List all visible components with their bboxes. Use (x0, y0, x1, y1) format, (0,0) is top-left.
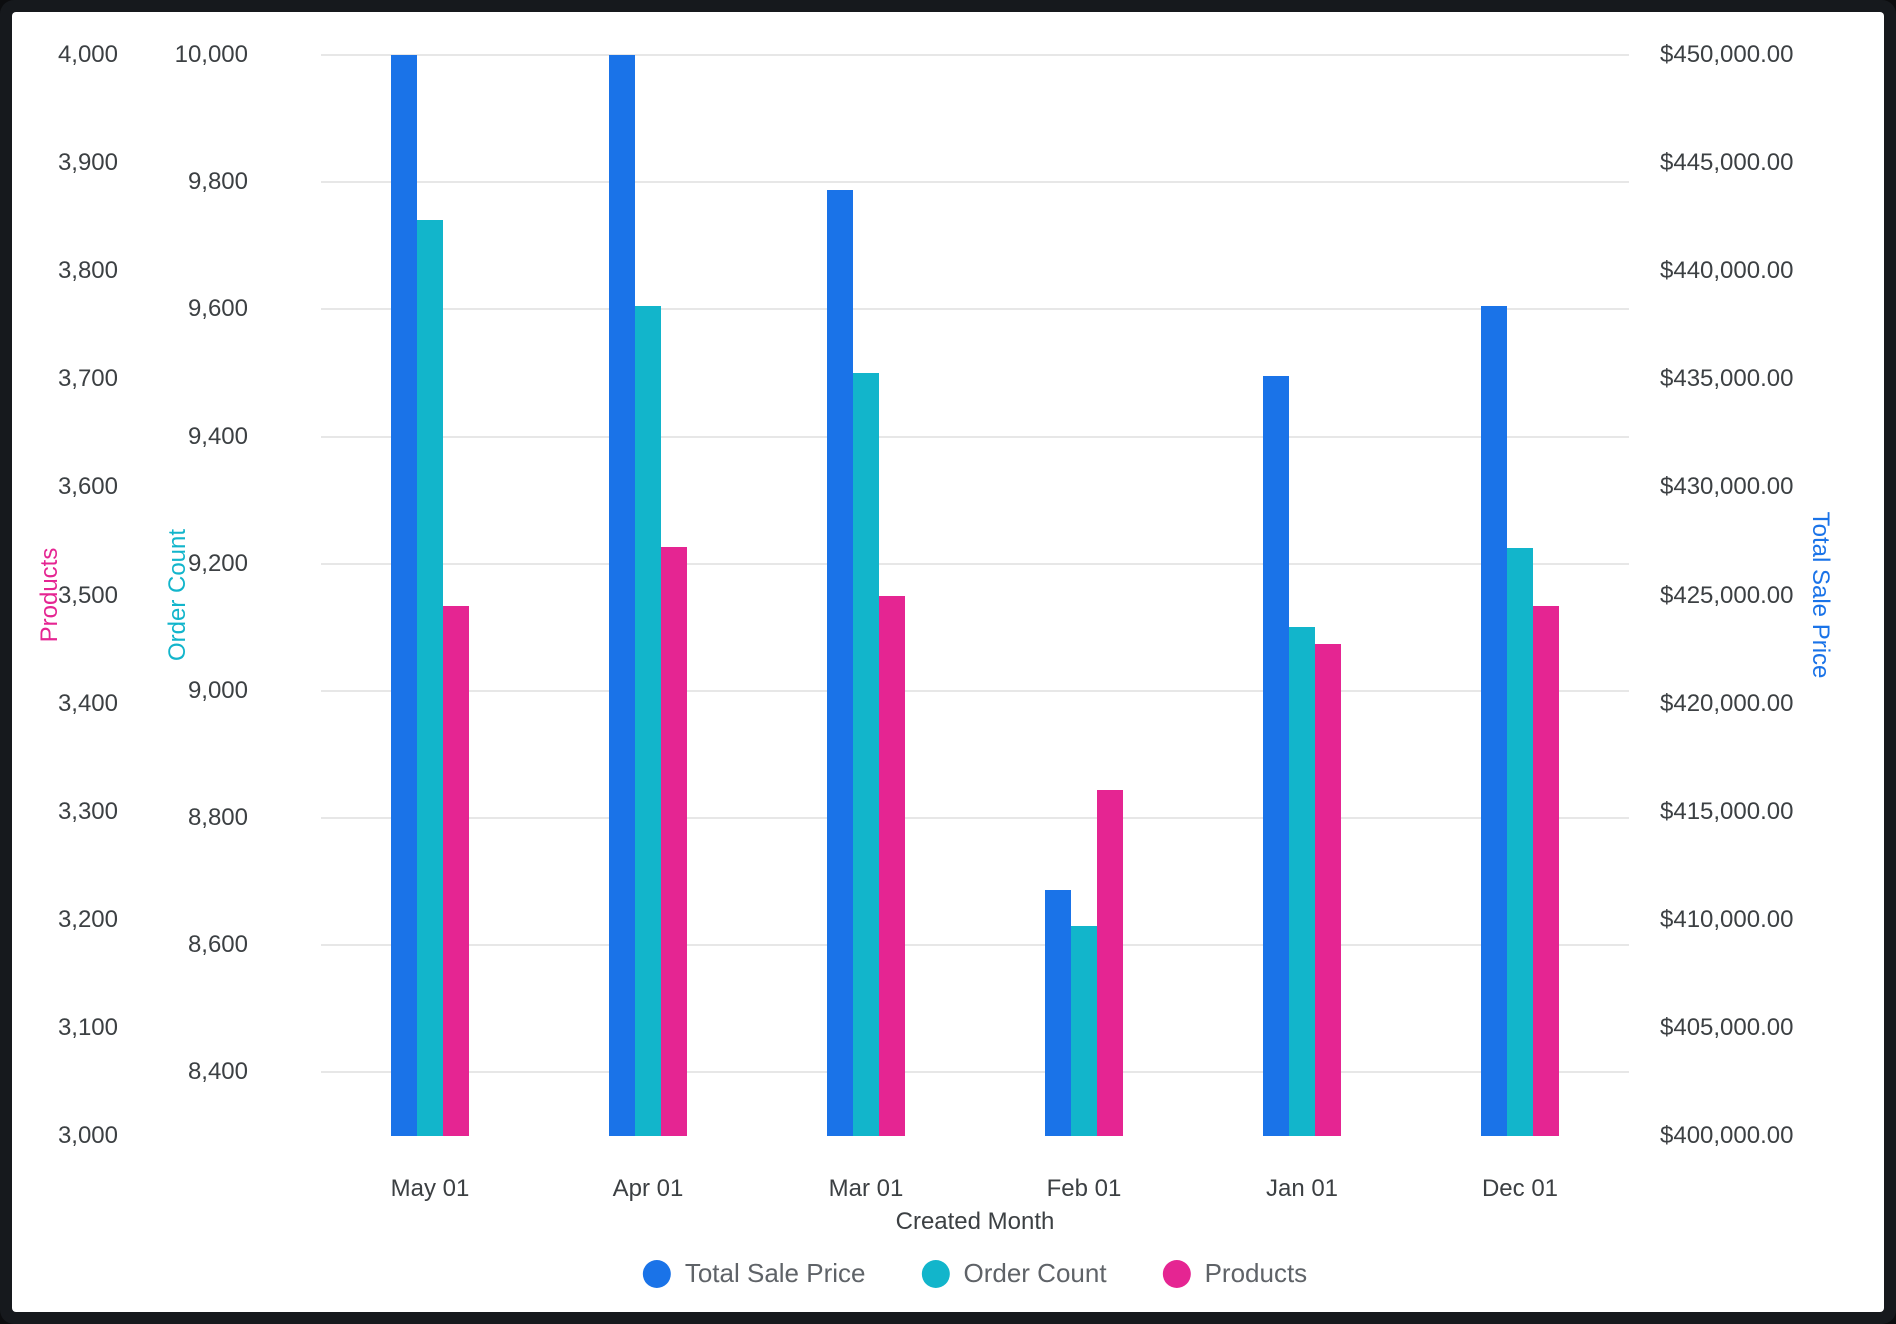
gridline (321, 817, 1629, 820)
bar-order-count-may-01[interactable] (416, 220, 444, 1136)
bar-total-sale-price-mar-01[interactable] (826, 190, 853, 1136)
gridline (321, 308, 1629, 311)
x-axis-label: Mar 01 (828, 1175, 904, 1202)
bar-order-count-mar-01[interactable] (852, 372, 880, 1136)
bar-total-sale-price-jan-01[interactable] (1262, 376, 1289, 1136)
axis-tick-label: 3,500 (57, 581, 118, 609)
axis-tick-label: 3,900 (57, 149, 118, 177)
axis-tick-label: 3,100 (57, 1013, 118, 1041)
axis-tick-label: $435,000.00 (1660, 365, 1794, 393)
axis-tick-label: 9,000 (187, 676, 248, 704)
axis-tick-label: 9,200 (187, 549, 248, 577)
axis-tick-label: $425,000.00 (1660, 581, 1794, 609)
legend-label: Total Sale Price (684, 1258, 866, 1288)
x-axis-label: Apr 01 (612, 1175, 684, 1202)
axis-tick-label: 3,000 (57, 1122, 118, 1149)
bar-products-mar-01[interactable] (879, 595, 906, 1136)
legend-item-products[interactable]: Products (1162, 1258, 1308, 1289)
axis-tick-label: 4,000 (57, 41, 118, 68)
bar-total-sale-price-may-01[interactable] (390, 55, 417, 1136)
chart-panel: Products Order Count Total Sale Price 4,… (12, 12, 1884, 1312)
bar-order-count-dec-01[interactable] (1506, 547, 1534, 1136)
axis-tick-label: 3,700 (57, 365, 118, 393)
legend-item-order-count[interactable]: Order Count (921, 1258, 1107, 1289)
gridline (321, 689, 1629, 692)
axis-tick-label: $400,000.00 (1660, 1122, 1794, 1149)
axis-tick-label: 3,600 (57, 473, 118, 501)
bar-group-may-01 (321, 55, 539, 1136)
legend-label: Order Count (963, 1258, 1107, 1288)
legend-label: Products (1204, 1258, 1308, 1288)
gridline (321, 944, 1629, 947)
axis-tick-label: 3,800 (57, 257, 118, 285)
bar-group-feb-01 (975, 55, 1193, 1136)
axis-tick-label: $410,000.00 (1660, 905, 1794, 933)
axis-tick-label: $420,000.00 (1660, 689, 1794, 717)
axis-tick-label: 3,200 (57, 905, 118, 933)
bar-group-jan-01 (1193, 55, 1411, 1136)
bar-products-apr-01[interactable] (661, 546, 688, 1136)
gridline (321, 562, 1629, 565)
bar-products-feb-01[interactable] (1097, 790, 1124, 1136)
axis-tick-label: 9,400 (187, 422, 248, 450)
axis-tick-label: $450,000.00 (1660, 41, 1794, 68)
legend: Total Sale Price Order Count Products (642, 1258, 1308, 1289)
axis-tick-label: $430,000.00 (1660, 473, 1794, 501)
axis-tick-label: $440,000.00 (1660, 257, 1794, 285)
axis-tick-label: $445,000.00 (1660, 149, 1794, 177)
axis-tick-label: 3,300 (57, 797, 118, 825)
y-axis-ticks-products: 4,000 3,900 3,800 3,700 3,600 3,500 3,400 3,300… (12, 43, 118, 1148)
axis-tick-label: 9,600 (187, 295, 248, 323)
axis-tick-label: 8,400 (187, 1058, 248, 1086)
bar-group-dec-01 (1411, 55, 1629, 1136)
x-axis-label: Feb 01 (1046, 1175, 1122, 1202)
bar-products-may-01[interactable] (443, 606, 470, 1136)
bar-order-count-feb-01[interactable] (1070, 926, 1098, 1136)
x-axis-title: Created Month (895, 1208, 1055, 1235)
bar-order-count-apr-01[interactable] (634, 306, 662, 1136)
legend-item-total-sale-price[interactable]: Total Sale Price (642, 1258, 866, 1289)
bar-products-jan-01[interactable] (1315, 644, 1342, 1136)
x-axis-label: Dec 01 (1481, 1175, 1559, 1202)
x-axis-label: May 01 (390, 1175, 470, 1202)
bar-group-mar-01 (757, 55, 975, 1136)
bar-total-sale-price-apr-01[interactable] (608, 55, 635, 1136)
gridline (321, 1071, 1629, 1074)
y-axis-ticks-order-count: 10,000 9,800 9,600 9,400 9,200 9,000 8,800 8,60… (12, 43, 248, 1136)
axis-tick-label: 9,800 (187, 168, 248, 196)
bar-total-sale-price-dec-01[interactable] (1480, 305, 1507, 1136)
bar-products-dec-01[interactable] (1533, 606, 1560, 1136)
gridline (321, 54, 1629, 56)
legend-dot (642, 1259, 671, 1288)
bar-group-apr-01 (539, 55, 757, 1136)
axis-tick-label: 8,600 (187, 931, 248, 959)
axis-tick-label: 3,400 (57, 689, 118, 717)
bar-order-count-jan-01[interactable] (1288, 627, 1316, 1136)
x-axis-label: Jan 01 (1265, 1175, 1339, 1202)
plot-area (321, 54, 1629, 1136)
y-axis-ticks-total-sale-price: $450,000.00 $445,000.00 $440,000.00 $435,00… (1660, 43, 1870, 1148)
axis-tick-label: $415,000.00 (1660, 797, 1794, 825)
bar-total-sale-price-feb-01[interactable] (1044, 889, 1071, 1136)
gridline (321, 435, 1629, 438)
legend-dot (921, 1259, 950, 1288)
axis-tick-label: 10,000 (174, 41, 248, 68)
axis-tick-label: $405,000.00 (1660, 1013, 1794, 1041)
gridline (321, 181, 1629, 184)
legend-dot (1162, 1259, 1191, 1288)
axis-tick-label: 8,800 (187, 804, 248, 832)
